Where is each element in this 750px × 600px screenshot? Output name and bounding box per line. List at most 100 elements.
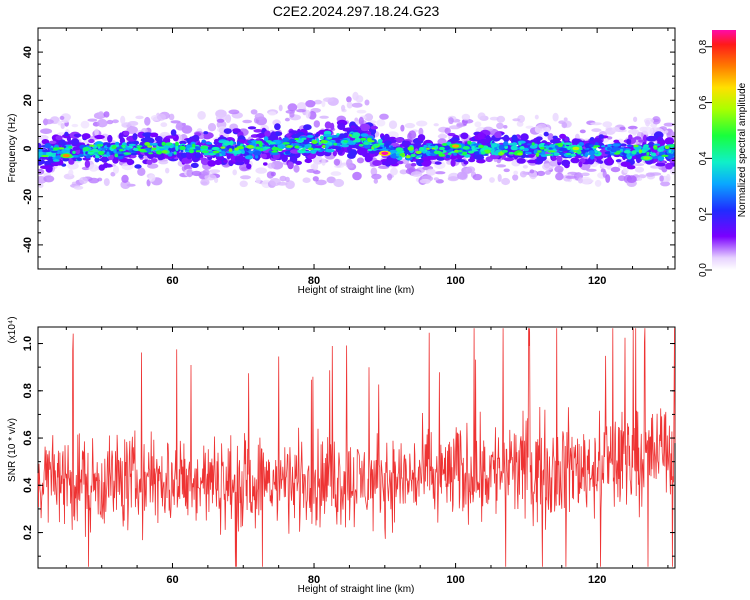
- heatmap-cell: [165, 135, 176, 139]
- heatmap-cell: [223, 128, 232, 135]
- heatmap-cell: [462, 146, 470, 150]
- y-tick-label: 40: [22, 46, 34, 58]
- heatmap-cell: [418, 147, 425, 151]
- heatmap-cell: [68, 169, 74, 177]
- heatmap-cell: [268, 150, 273, 154]
- heatmap-cell: [48, 140, 57, 144]
- y-tick-label: -40: [22, 237, 34, 253]
- heatmap-cell: [582, 179, 594, 183]
- heatmap-cell: [626, 153, 631, 158]
- heatmap-cell: [605, 174, 611, 183]
- heatmap-cell: [130, 152, 138, 156]
- heatmap-cell: [474, 155, 485, 160]
- heatmap-cell: [72, 146, 82, 151]
- heatmap-cell: [44, 143, 52, 149]
- heatmap-cell: [590, 122, 602, 126]
- heatmap-cell: [96, 144, 104, 147]
- heatmap-cell: [301, 148, 306, 152]
- y-tick-label: -20: [22, 189, 34, 205]
- heatmap-cell: [399, 153, 405, 157]
- heatmap-cell: [659, 151, 666, 155]
- heatmap-cell: [135, 115, 144, 120]
- heatmap-cell: [462, 151, 467, 156]
- heatmap-cell: [151, 147, 157, 151]
- heatmap-cell: [387, 173, 393, 181]
- heatmap-cell: [114, 153, 119, 158]
- heatmap-cell: [454, 159, 466, 163]
- heatmap-cell: [68, 146, 73, 149]
- heatmap-cell: [578, 142, 584, 146]
- heatmap-cell: [416, 120, 428, 127]
- colorbar-tick-label: 0.8: [698, 39, 709, 53]
- heatmap-cell: [175, 145, 179, 151]
- heatmap-cell: [474, 121, 482, 128]
- heatmap-cell: [495, 164, 507, 168]
- heatmap-cell: [666, 153, 674, 159]
- snr-series-line: [37, 328, 676, 567]
- heatmap-cell: [650, 152, 657, 157]
- heatmap-cell: [357, 127, 362, 134]
- heatmap-cell: [523, 147, 529, 152]
- heatmap-cell: [346, 146, 352, 152]
- heatmap-cell: [50, 150, 58, 153]
- heatmap-cell: [165, 167, 170, 174]
- heatmap-cell: [94, 134, 105, 140]
- heatmap-cell: [41, 139, 50, 145]
- heatmap-cell: [285, 133, 291, 137]
- snr-y-multiplier: (x10⁴): [7, 316, 18, 343]
- heatmap-cell: [52, 147, 60, 151]
- heatmap-cell: [543, 131, 549, 137]
- heatmap-cell: [259, 142, 263, 148]
- heatmap-cell: [503, 141, 509, 147]
- heatmap-peak: [452, 144, 460, 148]
- heatmap-cell: [461, 113, 471, 121]
- heatmap-cell: [376, 119, 386, 127]
- y-tick-label: 0.6: [22, 430, 34, 445]
- heatmap-cell: [64, 131, 69, 137]
- heatmap-cell: [442, 150, 447, 153]
- heatmap-cell: [147, 145, 153, 148]
- heatmap-cell: [214, 159, 222, 166]
- heatmap-cell: [561, 122, 568, 129]
- heatmap-cell: [529, 169, 535, 174]
- heatmap-cell: [160, 122, 168, 128]
- heatmap-cell: [371, 173, 382, 180]
- heatmap-cell: [508, 151, 514, 155]
- heatmap-cell: [78, 153, 85, 158]
- heatmap-cell: [632, 128, 637, 136]
- heatmap-cell: [390, 167, 398, 176]
- heatmap-cell: [311, 140, 318, 144]
- heatmap-cell: [576, 150, 582, 154]
- heatmap-cell: [351, 135, 359, 139]
- heatmap-cell: [315, 179, 327, 186]
- heatmap-cell: [419, 178, 431, 184]
- heatmap-cell: [438, 146, 445, 151]
- heatmap-cell: [175, 122, 185, 131]
- heatmap-cell: [501, 177, 511, 186]
- heatmap-cell: [626, 175, 637, 184]
- heatmap-cell: [85, 151, 89, 155]
- heatmap-cell: [180, 152, 189, 158]
- heatmap-cell: [519, 146, 525, 150]
- heatmap-cell: [321, 100, 326, 108]
- heatmap-cell: [465, 166, 476, 174]
- heatmap-cell: [623, 150, 631, 154]
- heatmap-cell: [263, 136, 269, 142]
- heatmap-cell: [372, 160, 383, 166]
- heatmap-cell: [228, 148, 233, 153]
- heatmap-cell: [314, 133, 319, 138]
- heatmap-cell: [512, 118, 521, 122]
- heatmap-cell: [38, 159, 46, 165]
- heatmap-cell: [429, 153, 438, 156]
- heatmap-cell: [547, 150, 556, 153]
- heatmap-cell: [60, 123, 65, 129]
- heatmap-cell: [447, 176, 459, 182]
- snr-axes: 60 80 100 120 1.0 0.8 0.6 0.4 0.2: [22, 327, 675, 586]
- heatmap-cell: [525, 151, 532, 155]
- heatmap-cell: [152, 154, 159, 158]
- heatmap-cell: [450, 159, 456, 167]
- heatmap-cell: [173, 151, 177, 155]
- y-tick-label: 0.2: [22, 525, 34, 540]
- heatmap-cell: [394, 137, 404, 144]
- heatmap-cell: [627, 125, 638, 130]
